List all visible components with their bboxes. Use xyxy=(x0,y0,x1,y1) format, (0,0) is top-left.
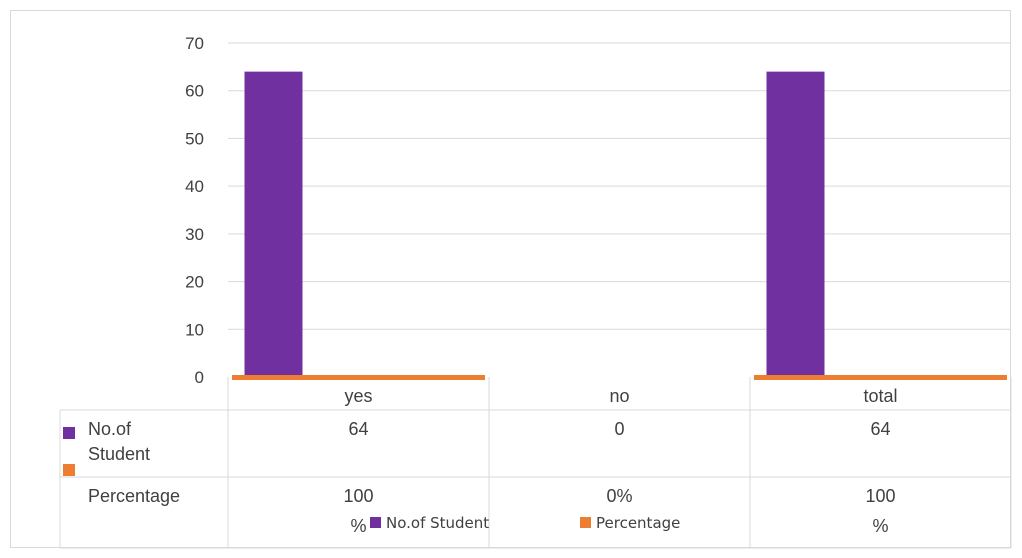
row-swatch-percentage xyxy=(63,464,75,476)
legend: No.of Student Percentage xyxy=(370,514,680,532)
bar-no-of-student xyxy=(245,72,303,377)
category-label: yes xyxy=(344,386,372,406)
y-tick-label: 50 xyxy=(185,129,204,148)
y-tick-label: 0 xyxy=(195,368,204,387)
y-tick-label: 20 xyxy=(185,273,204,292)
row-label: Percentage xyxy=(88,486,180,506)
category-label: total xyxy=(863,386,897,406)
y-axis-tick-labels: 0 10 20 30 40 50 60 70 xyxy=(185,34,204,387)
table-cell-value: % xyxy=(350,516,366,536)
gridlines xyxy=(228,43,1011,329)
legend-swatch-percentage xyxy=(580,517,591,528)
table-cell-value: 64 xyxy=(870,419,890,439)
table-cell-value: 100 xyxy=(343,486,373,506)
y-tick-label: 70 xyxy=(185,34,204,53)
y-tick-label: 30 xyxy=(185,225,204,244)
table-cell-value: 0 xyxy=(614,419,624,439)
table-cell-value: 100 xyxy=(865,486,895,506)
row-swatch-no-of-student xyxy=(63,427,75,439)
bar-percentage xyxy=(754,375,1007,380)
legend-label: Percentage xyxy=(596,514,680,532)
legend-label: No.of Student xyxy=(386,514,489,532)
y-tick-label: 60 xyxy=(185,82,204,101)
y-tick-label: 10 xyxy=(185,320,204,339)
y-tick-label: 40 xyxy=(185,177,204,196)
category-label: no xyxy=(609,386,629,406)
bars xyxy=(232,72,1007,380)
bar-percentage xyxy=(232,375,485,380)
legend-swatch-no-of-student xyxy=(370,517,381,528)
table-cell-value: 0% xyxy=(606,486,632,506)
row-label: Student xyxy=(88,444,150,464)
row-label: No.of xyxy=(88,419,132,439)
table-cell-value: 64 xyxy=(348,419,368,439)
bar-no-of-student xyxy=(767,72,825,377)
data-table: yes no total No.of Student Percentage 64 0 64 100… xyxy=(60,377,1011,548)
table-cell-value: % xyxy=(872,516,888,536)
